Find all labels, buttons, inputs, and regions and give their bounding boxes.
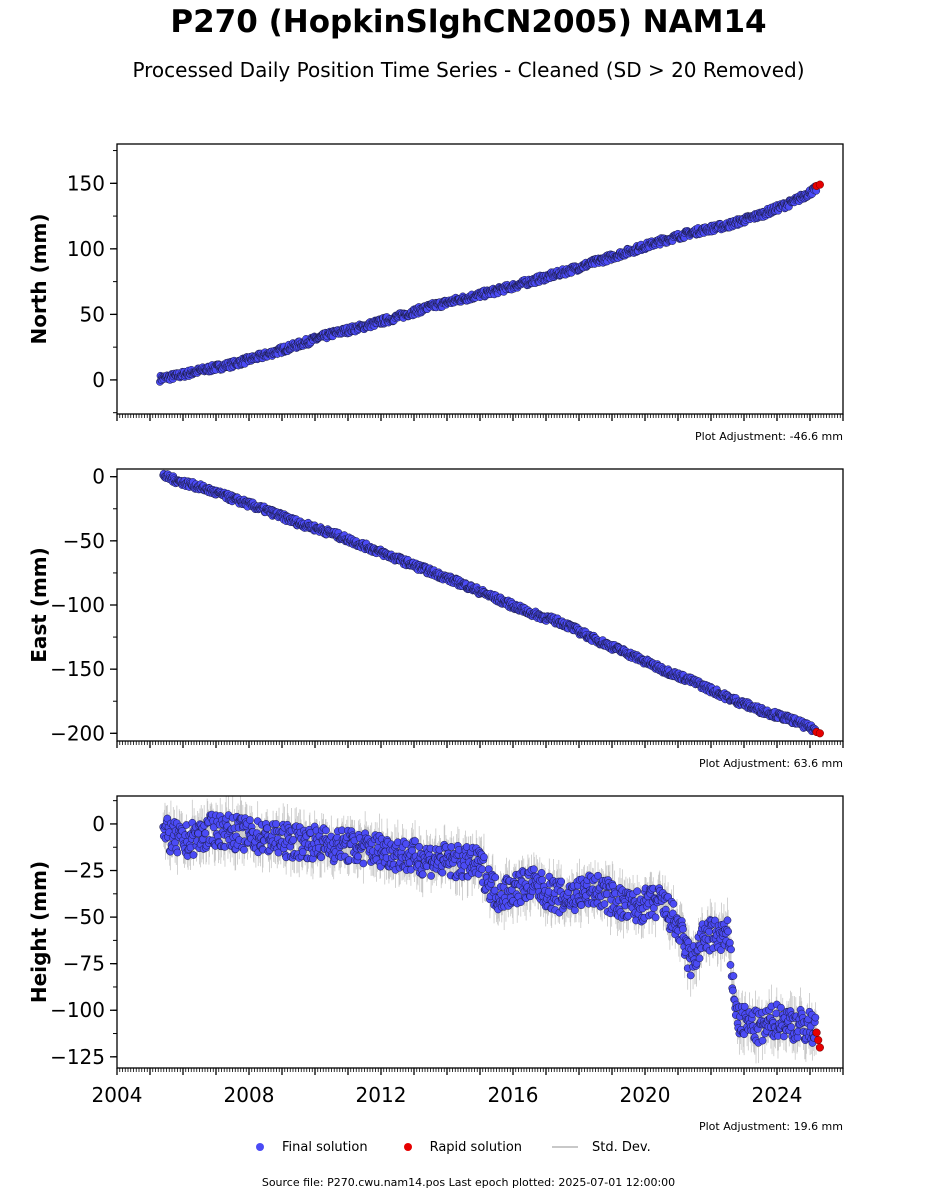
figure-title: P270 (HopkinSlghCN2005) NAM14	[170, 4, 767, 40]
y-tick-label: 100	[67, 237, 105, 261]
rapid-solution-point	[815, 180, 824, 189]
y-tick-label: 50	[80, 302, 105, 326]
y-axis-label: East (mm)	[27, 547, 51, 663]
plot-frame	[116, 143, 844, 415]
y-tick-label: 0	[92, 368, 105, 392]
series-group	[159, 469, 824, 738]
rapid-solution-point	[815, 729, 824, 738]
y-axis-label: North (mm)	[27, 213, 51, 344]
y-tick-label: 0	[92, 465, 105, 489]
y-tick-label: −50	[63, 529, 105, 553]
series-group	[156, 180, 824, 386]
plot-adjustment-note: Plot Adjustment: -46.6 mm	[695, 430, 843, 443]
plot-adjustment-note: Plot Adjustment: 63.6 mm	[699, 757, 843, 770]
series-group	[159, 796, 824, 1064]
y-tick-label: −150	[50, 657, 105, 681]
y-tick-label: 150	[67, 171, 105, 195]
figure-subtitle: Processed Daily Position Time Series - C…	[132, 58, 805, 82]
y-tick-label: −100	[50, 593, 105, 617]
y-tick-label: −200	[50, 721, 105, 745]
